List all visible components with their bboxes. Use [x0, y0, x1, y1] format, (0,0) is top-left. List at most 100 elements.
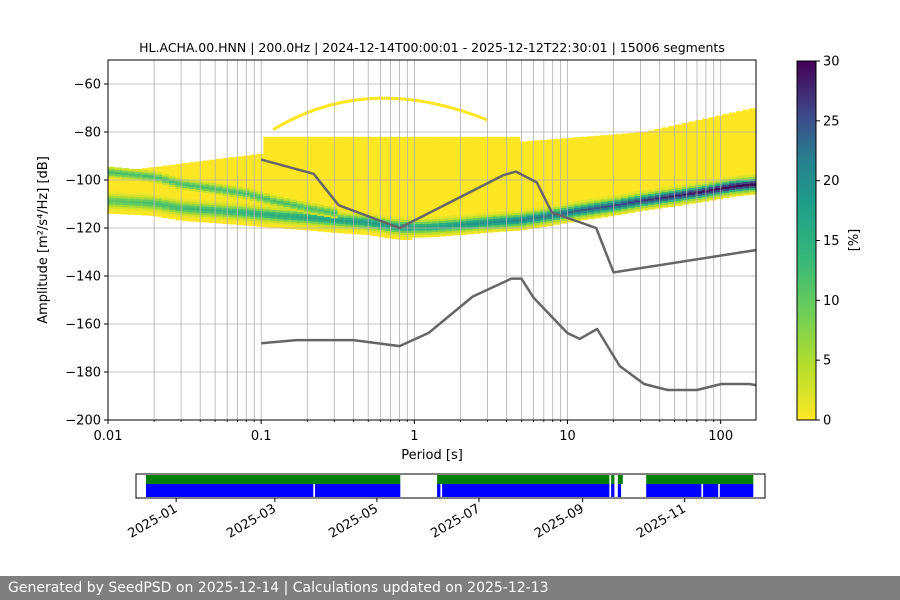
heatmap-cell	[249, 218, 258, 222]
heatmap-cell	[418, 219, 426, 222]
heatmap-cell	[634, 132, 642, 212]
heatmap-cell	[472, 230, 480, 234]
heatmap-cell	[121, 191, 129, 195]
heatmap-cell	[526, 140, 534, 230]
heatmap-cell	[735, 184, 744, 187]
heatmap-cell	[108, 206, 116, 209]
heatmap-cell	[155, 176, 163, 180]
heatmap-outlier-band	[272, 96, 488, 131]
heatmap-cell	[391, 231, 399, 235]
heatmap-cell	[216, 215, 224, 219]
heatmap-cell	[459, 221, 467, 224]
heatmap-cell	[270, 207, 278, 210]
heatmap-cell	[189, 205, 197, 208]
heatmap-cell	[155, 174, 163, 178]
heatmap-cell	[729, 193, 737, 197]
heatmap-cell	[600, 205, 609, 209]
heatmap-cell	[148, 210, 156, 213]
heatmap-cell	[749, 183, 756, 186]
heatmap-cell	[344, 228, 352, 231]
heatmap-cell	[607, 200, 615, 203]
heatmap-cell	[405, 232, 413, 235]
heatmap-cell	[398, 221, 406, 225]
heatmap-cell	[209, 211, 217, 214]
heatmap-cell	[135, 178, 143, 181]
colorbar-tick-label: 10	[823, 294, 840, 309]
heatmap-cell	[627, 192, 636, 196]
heatmap-cell	[567, 210, 575, 214]
heatmap-cell	[742, 192, 750, 195]
heatmap-cell	[249, 209, 258, 213]
heatmap-cell	[324, 215, 332, 219]
heatmap-cell	[114, 171, 122, 175]
heatmap-cell	[627, 201, 636, 204]
heatmap-cell	[472, 228, 480, 232]
heatmap-cell	[202, 217, 210, 220]
heatmap-cell	[357, 229, 366, 232]
heatmap-cell	[452, 232, 460, 235]
heatmap-cell	[155, 194, 163, 197]
heatmap-cell	[256, 193, 264, 197]
heatmap-cell	[175, 214, 183, 218]
heatmap-cell	[189, 213, 197, 217]
heatmap-cell	[722, 192, 730, 196]
heatmap-cell	[668, 192, 676, 196]
heatmap-cell	[594, 202, 602, 205]
heatmap-cell	[627, 194, 636, 198]
heatmap-cell	[189, 203, 197, 206]
heatmap-cell	[263, 193, 271, 196]
heatmap-cell	[182, 211, 190, 214]
heatmap-cell	[297, 209, 305, 213]
heatmap-cell	[553, 215, 561, 218]
heatmap-cell	[533, 224, 541, 228]
heatmap-cell	[182, 198, 190, 201]
heatmap-cell	[209, 187, 217, 190]
heatmap-cell	[344, 136, 352, 234]
heatmap-cell	[715, 185, 723, 188]
heatmap-cell	[229, 214, 237, 218]
heatmap-cell	[290, 215, 298, 218]
heatmap-cell	[195, 199, 204, 202]
heatmap-cell	[432, 225, 440, 228]
heatmap-cell	[398, 234, 406, 238]
heatmap-cell	[580, 206, 588, 209]
heatmap-cell	[675, 196, 683, 199]
plot-grid	[107, 60, 756, 421]
heatmap-cell	[722, 179, 730, 183]
heatmap-cell	[378, 214, 386, 217]
heatmap-cell	[378, 227, 386, 230]
heatmap-cell	[627, 133, 636, 213]
timeline-tick-label: 2025-03	[224, 501, 279, 541]
heatmap-cell	[715, 187, 723, 191]
heatmap-cell	[452, 221, 460, 225]
heatmap-cell	[290, 221, 298, 225]
heatmap-cell	[182, 183, 190, 186]
heatmap-cell	[270, 211, 278, 215]
heatmap-cell	[506, 213, 514, 216]
heatmap-cell	[108, 191, 116, 194]
heatmap-cell	[135, 173, 143, 177]
heatmap-cell	[587, 205, 595, 208]
heatmap-cell	[229, 185, 237, 189]
heatmap-cell	[249, 207, 258, 211]
colorbar-label: [%]	[847, 229, 862, 252]
heatmap-cell	[479, 212, 487, 216]
heatmap-cell	[411, 230, 420, 233]
heatmap-cell	[195, 185, 204, 188]
heatmap-cell	[688, 185, 696, 189]
heatmap-cell	[675, 124, 683, 206]
heatmap-cell	[270, 216, 278, 219]
heatmap-cell	[108, 173, 116, 176]
heatmap-cell	[594, 206, 602, 210]
heatmap-cell	[533, 216, 541, 219]
heatmap-cell	[621, 200, 629, 203]
x-tick-label: 0.1	[251, 429, 272, 444]
heatmap-cell	[229, 188, 237, 191]
heatmap-cell	[519, 141, 528, 231]
y-tick-label: −100	[65, 174, 101, 189]
heatmap-cell	[276, 207, 285, 211]
heatmap-cell	[141, 176, 150, 180]
heatmap-cell	[472, 217, 480, 221]
heatmap-cell	[384, 232, 393, 236]
heatmap-cell	[627, 199, 636, 202]
